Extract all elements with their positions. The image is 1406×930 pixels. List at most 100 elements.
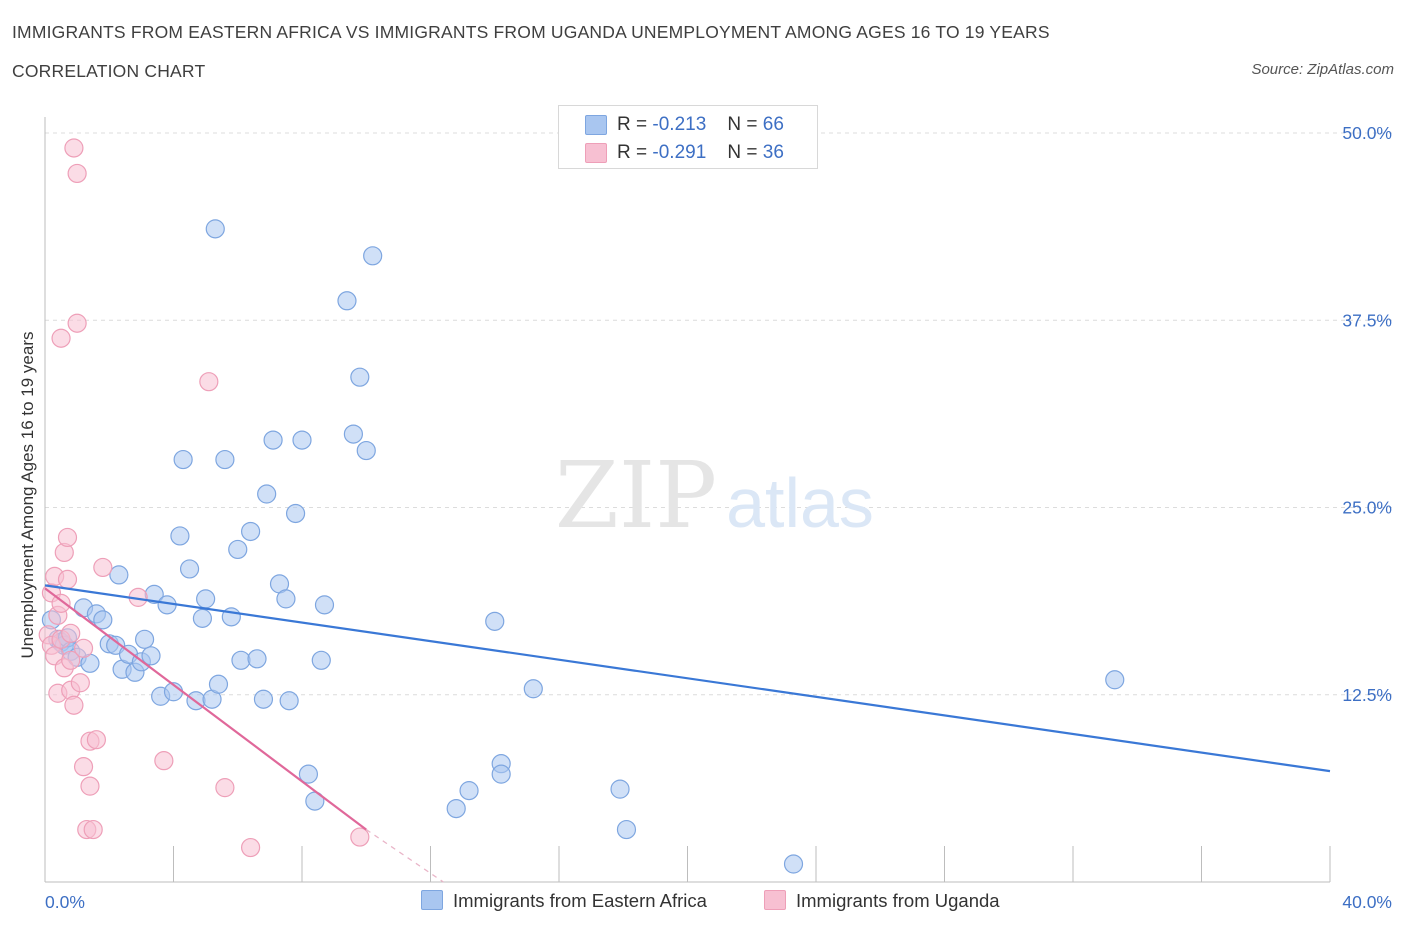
point-eastern-africa xyxy=(276,589,296,609)
point-uganda xyxy=(86,730,107,750)
point-uganda xyxy=(61,623,81,643)
point-eastern-africa xyxy=(279,691,299,711)
point-eastern-africa xyxy=(446,798,466,819)
y-axis-label: Unemployment Among Ages 16 to 19 years xyxy=(18,332,37,659)
point-eastern-africa xyxy=(208,674,229,694)
watermark: ZIP atlas xyxy=(555,442,874,549)
bottom-legend-label: Immigrants from Uganda xyxy=(796,890,1000,911)
point-uganda xyxy=(67,163,87,184)
legend-n-value: 36 xyxy=(762,142,784,163)
point-uganda xyxy=(57,527,78,548)
point-uganda xyxy=(51,328,71,348)
chart-subtitle: CORRELATION CHART xyxy=(12,61,206,81)
x-tick-label: 40.0% xyxy=(1342,892,1392,912)
legend-r-value: -0.213 xyxy=(652,114,707,135)
point-eastern-africa xyxy=(141,646,161,666)
point-uganda xyxy=(51,593,71,613)
legend-n-label: N = xyxy=(727,114,758,135)
point-eastern-africa xyxy=(616,819,637,840)
point-eastern-africa xyxy=(247,649,267,669)
point-uganda xyxy=(80,776,100,796)
point-uganda xyxy=(73,638,94,658)
point-uganda xyxy=(64,138,84,158)
trend-line-eastern-africa xyxy=(44,584,1331,773)
y-tick-label: 50.0% xyxy=(1342,123,1392,143)
trend-lines xyxy=(44,584,1331,883)
point-eastern-africa xyxy=(356,440,376,461)
point-eastern-africa xyxy=(192,608,213,628)
point-eastern-africa xyxy=(285,503,306,524)
bottom-legend-swatch-eastern-africa xyxy=(421,890,443,910)
point-eastern-africa xyxy=(109,565,129,585)
point-eastern-africa xyxy=(231,650,251,670)
legend-r-value: -0.291 xyxy=(652,142,707,163)
point-eastern-africa xyxy=(523,679,543,699)
point-eastern-africa xyxy=(205,219,225,239)
chart-title: IMMIGRANTS FROM EASTERN AFRICA VS IMMIGR… xyxy=(12,22,1050,42)
point-eastern-africa xyxy=(337,291,357,311)
y-tick-label: 12.5% xyxy=(1342,685,1392,705)
point-uganda xyxy=(73,757,94,777)
bottom-legend-uganda: Immigrants from Uganda xyxy=(764,890,1000,912)
y-tick-label: 25.0% xyxy=(1342,498,1392,518)
point-eastern-africa xyxy=(170,526,190,546)
point-eastern-africa xyxy=(610,779,630,799)
point-uganda xyxy=(61,650,81,670)
tick-labels: 12.5% 25.0% 37.5% 50.0% 0.0% 40.0% xyxy=(45,123,1392,912)
legend-r-label: R = xyxy=(617,142,648,163)
point-eastern-africa xyxy=(311,650,331,670)
point-eastern-africa xyxy=(134,629,155,649)
legend-n-value: 66 xyxy=(762,114,784,135)
point-eastern-africa xyxy=(215,449,235,470)
point-uganda xyxy=(154,751,174,771)
legend-r-label: R = xyxy=(617,114,648,135)
point-eastern-africa xyxy=(783,854,804,874)
point-eastern-africa xyxy=(350,367,370,387)
point-uganda xyxy=(215,778,235,798)
point-uganda xyxy=(241,837,261,858)
legend: R = -0.213 N = 66 R = -0.291 N = 36 xyxy=(558,105,818,169)
point-eastern-africa xyxy=(292,430,312,450)
trend-line-uganda-extension xyxy=(365,829,444,883)
watermark-zip: ZIP xyxy=(555,442,717,549)
legend-swatch-uganda xyxy=(585,143,607,163)
trend-line-uganda xyxy=(44,587,367,831)
point-eastern-africa xyxy=(314,595,335,615)
source-label: Source: ZipAtlas.com xyxy=(1251,61,1394,78)
point-eastern-africa xyxy=(241,521,261,542)
point-eastern-africa xyxy=(343,424,363,444)
axes xyxy=(44,117,1331,883)
point-eastern-africa xyxy=(491,764,511,784)
point-eastern-africa xyxy=(298,764,319,784)
point-eastern-africa xyxy=(1105,670,1125,690)
point-eastern-africa xyxy=(363,246,383,266)
point-eastern-africa xyxy=(196,589,216,609)
data-points xyxy=(38,138,1125,874)
y-tick-label: 37.5% xyxy=(1342,310,1392,330)
point-uganda xyxy=(93,557,113,578)
point-eastern-africa xyxy=(253,689,274,709)
gridlines xyxy=(45,132,1392,696)
point-eastern-africa xyxy=(459,781,479,801)
point-eastern-africa xyxy=(173,449,193,470)
point-eastern-africa xyxy=(485,611,505,631)
point-eastern-africa xyxy=(179,559,200,579)
point-uganda xyxy=(70,673,90,693)
point-eastern-africa xyxy=(93,610,113,630)
point-eastern-africa xyxy=(228,539,248,560)
point-uganda xyxy=(350,827,370,847)
bottom-legend-eastern-africa: Immigrants from Eastern Africa xyxy=(421,890,707,912)
bottom-legend-label: Immigrants from Eastern Africa xyxy=(453,890,707,911)
legend-n-label: N = xyxy=(727,142,758,163)
point-eastern-africa xyxy=(263,430,283,450)
point-uganda xyxy=(67,313,87,333)
watermark-atlas: atlas xyxy=(726,464,874,542)
point-uganda xyxy=(64,695,84,715)
point-uganda xyxy=(83,819,103,840)
legend-swatch-eastern-africa xyxy=(585,115,607,135)
point-uganda xyxy=(199,372,219,392)
x-tick-label: 0.0% xyxy=(45,892,85,912)
point-eastern-africa xyxy=(257,484,277,504)
point-uganda xyxy=(57,569,78,590)
